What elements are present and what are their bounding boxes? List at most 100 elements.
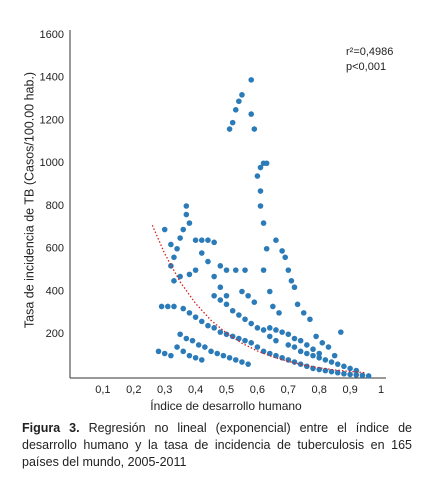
point [338,329,344,335]
point [248,320,255,327]
point [291,359,298,365]
point [211,239,217,246]
y-tick-label: 800 [46,200,64,212]
point [180,305,187,312]
point [205,237,211,243]
point [307,316,313,323]
point [211,273,217,280]
x-tick-label: 1 [378,384,384,396]
point [229,307,236,314]
point [334,361,341,367]
point [198,318,205,325]
point [300,310,307,316]
point [263,245,270,252]
point [313,333,319,340]
point [291,284,298,291]
point [171,254,177,261]
y-tick-label: 200 [46,328,64,340]
point [282,254,289,261]
point [205,322,211,329]
point [183,203,190,209]
point [310,346,316,353]
point [155,348,162,355]
point [304,350,310,357]
point [260,348,267,355]
point [248,340,255,346]
point [223,331,230,338]
point [331,352,338,359]
point [341,363,347,370]
y-tick-label: 1200 [40,114,64,126]
x-tick-label: 0,5 [219,384,234,396]
point [217,329,224,335]
point [239,92,245,98]
y-axis-label: Tasa de incidencia de TB (Casos/100.00 h… [22,72,36,328]
point [205,258,211,265]
point [322,367,329,374]
x-tick-label: 0,2 [126,384,141,396]
point [279,248,285,254]
point [226,354,233,361]
point [291,335,298,342]
point [245,361,251,367]
point [251,299,258,305]
point [242,267,248,273]
x-tick-label: 0,9 [342,384,357,396]
point [217,284,224,291]
point [334,369,341,376]
point [254,325,261,331]
point [214,350,221,357]
point [236,98,242,105]
point [242,316,248,323]
point [174,344,180,350]
x-tick-label: 0,8 [312,384,327,396]
point [260,220,267,226]
point [297,348,304,355]
x-axis-label: Índice de desarrollo humano [150,398,302,413]
y-tick-label: 1000 [40,157,64,169]
point [232,107,239,113]
point [294,301,301,308]
point [257,164,264,171]
point [183,211,190,218]
point [260,327,267,333]
y-tick-label: 600 [46,243,64,255]
point [171,278,177,284]
point [223,292,230,299]
point [254,173,261,179]
point [248,77,255,83]
x-tick-label: 0,6 [250,384,265,396]
point [347,365,353,372]
y-tick-label: 1400 [40,72,64,84]
point [248,111,255,117]
point [158,303,165,310]
point [232,267,239,273]
point [266,288,273,295]
point [161,226,168,233]
point [328,359,335,365]
point [208,348,214,355]
point [266,350,273,357]
chart: Índice de desarrollo humano Tasa de inci… [22,29,393,413]
point [202,344,208,350]
point [211,325,217,331]
point [236,312,242,318]
point [273,327,279,333]
point [161,350,168,357]
point [164,303,171,310]
point [168,241,174,248]
caption: Figura 3. Regresión no lineal (exponenci… [22,420,412,471]
point [217,263,224,269]
point [245,292,251,299]
point [223,267,230,273]
point [365,373,372,379]
point [359,372,366,379]
point [279,329,285,335]
point [297,337,304,344]
point [192,354,199,361]
point [285,342,292,348]
point [198,237,205,243]
point [316,350,323,357]
point [177,235,183,241]
